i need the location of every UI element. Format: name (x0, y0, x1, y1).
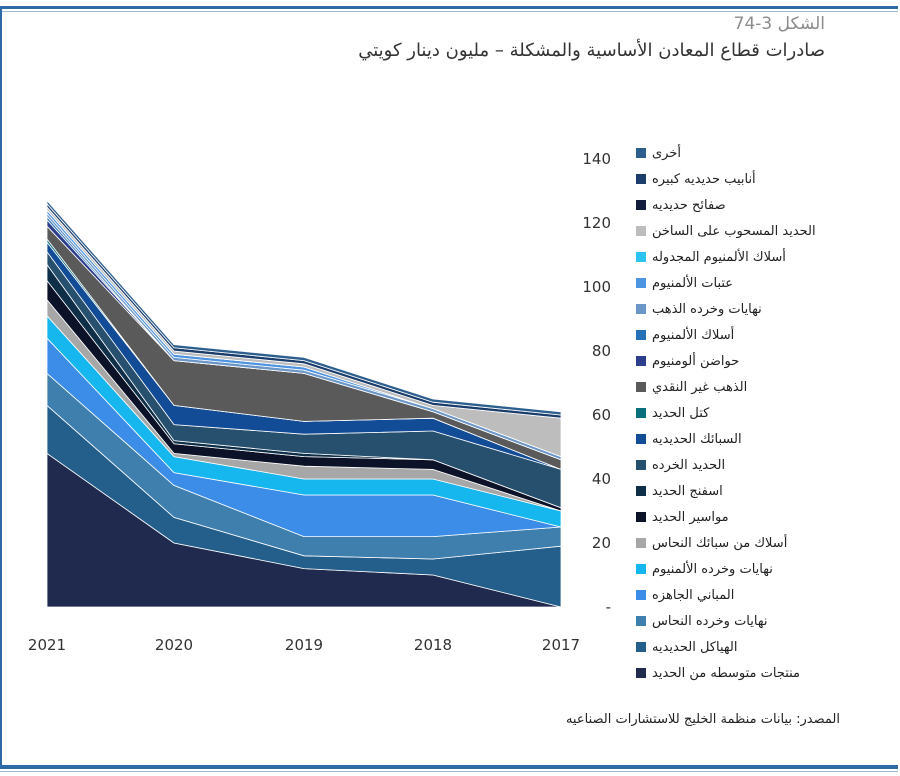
y-tick-label: 80 (592, 342, 611, 360)
legend-item: أسلاك الألمنيوم المجدوله (636, 244, 876, 270)
chart-legend: أخرى أنابيب حديديه كبيره صفائح حديديه الحدي… (636, 140, 876, 686)
chart-areas (46, 199, 562, 608)
legend-item: صفائح حديديه (636, 192, 876, 218)
legend-swatch (636, 226, 646, 236)
legend-swatch (636, 590, 646, 600)
legend-label: السبائك الحديديه (652, 431, 742, 447)
legend-label: حواضن ألومنيوم (652, 353, 740, 369)
top-border (0, 6, 898, 9)
legend-label: نهايات وخرده النحاس (652, 613, 768, 629)
x-axis-labels: 2021 2020 2019 2018 2017 (28, 636, 580, 654)
y-tick-label: - (606, 598, 611, 616)
legend-swatch (636, 174, 646, 184)
figure-label: الشكل 3-74 (733, 14, 825, 34)
legend-label: أسلاك الألمنيوم المجدوله (652, 249, 786, 265)
x-tick-label: 2020 (155, 636, 193, 654)
top-border-thin (0, 11, 898, 12)
legend-label: الهياكل الحديديه (652, 639, 738, 655)
legend-item: نهايات وخرده الألمنيوم (636, 556, 876, 582)
legend-item: اسفنج الحديد (636, 478, 876, 504)
legend-label: عتبات الألمنيوم (652, 275, 734, 291)
legend-label: أنابيب حديديه كبيره (652, 171, 756, 187)
x-tick-label: 2021 (28, 636, 66, 654)
legend-label: نهايات وخرده الذهب (652, 301, 762, 317)
legend-item: الحديد المسحوب على الساخن (636, 218, 876, 244)
y-tick-label: 140 (582, 150, 611, 168)
legend-label: المباني الجاهزه (652, 587, 735, 603)
legend-label: مواسير الحديد (652, 509, 729, 525)
legend-swatch (636, 538, 646, 548)
legend-swatch (636, 356, 646, 366)
legend-item: نهايات وخرده الذهب (636, 296, 876, 322)
legend-swatch (636, 200, 646, 210)
legend-swatch (636, 434, 646, 444)
legend-swatch (636, 278, 646, 288)
legend-item: المباني الجاهزه (636, 582, 876, 608)
legend-swatch (636, 642, 646, 652)
y-tick-label: 20 (592, 534, 611, 552)
legend-item: الحديد الخرده (636, 452, 876, 478)
legend-swatch (636, 382, 646, 392)
source-note: المصدر: بيانات منظمة الخليج للاستشارات ا… (565, 712, 840, 727)
y-tick-label: 120 (582, 214, 611, 232)
legend-item: السبائك الحديديه (636, 426, 876, 452)
legend-swatch (636, 512, 646, 522)
legend-item: مواسير الحديد (636, 504, 876, 530)
legend-label: صفائح حديديه (652, 197, 726, 213)
legend-label: الحديد الخرده (652, 457, 726, 473)
x-tick-label: 2018 (414, 636, 452, 654)
legend-label: أسلاك الألمنيوم (652, 327, 735, 343)
legend-swatch (636, 668, 646, 678)
y-tick-label: 40 (592, 470, 611, 488)
legend-item: أخرى (636, 140, 876, 166)
legend-label: نهايات وخرده الألمنيوم (652, 561, 773, 577)
legend-item: الذهب غير النقدي (636, 374, 876, 400)
legend-label: اسفنج الحديد (652, 483, 723, 499)
bottom-border-thin (0, 771, 898, 772)
x-tick-label: 2017 (542, 636, 580, 654)
legend-label: أسلاك من سبائك النحاس (652, 535, 788, 551)
area-series-20 (46, 199, 562, 416)
bottom-border (0, 765, 898, 769)
legend-label: كتل الحديد (652, 405, 710, 421)
legend-item: حواضن ألومنيوم (636, 348, 876, 374)
legend-label: أخرى (652, 145, 681, 161)
y-tick-label: 60 (592, 406, 611, 424)
legend-item: الهياكل الحديديه (636, 634, 876, 660)
legend-swatch (636, 148, 646, 158)
legend-swatch (636, 252, 646, 262)
legend-item: أنابيب حديديه كبيره (636, 166, 876, 192)
legend-swatch (636, 408, 646, 418)
legend-swatch (636, 616, 646, 626)
legend-item: أسلاك الألمنيوم (636, 322, 876, 348)
legend-swatch (636, 330, 646, 340)
legend-item: عتبات الألمنيوم (636, 270, 876, 296)
y-tick-label: 100 (582, 278, 611, 296)
x-tick-label: 2019 (285, 636, 323, 654)
legend-label: الذهب غير النقدي (652, 379, 748, 395)
y-axis-labels: - 20 40 60 80 100 120 140 (582, 150, 611, 616)
legend-swatch (636, 486, 646, 496)
legend-item: منتجات متوسطه من الحديد (636, 660, 876, 686)
legend-swatch (636, 460, 646, 470)
legend-label: الحديد المسحوب على الساخن (652, 223, 816, 239)
legend-swatch (636, 564, 646, 574)
left-border (0, 6, 2, 769)
legend-label: منتجات متوسطه من الحديد (652, 665, 801, 681)
legend-swatch (636, 304, 646, 314)
legend-item: كتل الحديد (636, 400, 876, 426)
legend-item: نهايات وخرده النحاس (636, 608, 876, 634)
legend-item: أسلاك من سبائك النحاس (636, 530, 876, 556)
chart-title: صادرات قطاع المعادن الأساسية والمشكلة – … (358, 40, 825, 61)
